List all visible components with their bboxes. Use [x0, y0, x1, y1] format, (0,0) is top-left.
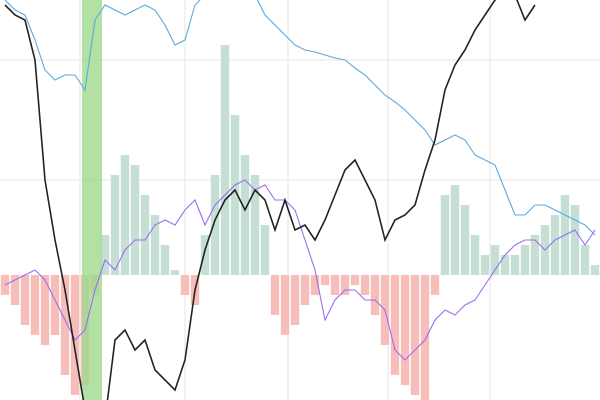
bar	[370, 275, 380, 315]
bar	[120, 155, 130, 275]
bar	[170, 270, 180, 275]
bar	[320, 275, 330, 285]
bar	[130, 165, 140, 275]
bar	[310, 275, 320, 295]
bar	[10, 275, 20, 305]
bar	[530, 235, 540, 275]
bar	[360, 275, 370, 295]
bar	[590, 265, 600, 275]
bar	[150, 215, 160, 275]
bar	[40, 275, 50, 345]
bar	[60, 275, 70, 375]
bar	[490, 245, 500, 275]
bar	[340, 275, 350, 295]
bar	[250, 175, 260, 275]
bar	[500, 255, 510, 275]
line-series	[4, 0, 536, 400]
bar	[50, 275, 60, 335]
bar	[20, 275, 30, 325]
bar	[350, 275, 360, 285]
bar	[470, 235, 480, 275]
bar	[140, 195, 150, 275]
bar	[180, 275, 190, 295]
bar	[390, 275, 400, 375]
bar	[30, 275, 40, 335]
bar	[330, 275, 340, 295]
bar	[300, 275, 310, 305]
bar	[230, 115, 240, 275]
bar	[200, 235, 210, 275]
bar	[480, 255, 490, 275]
bar	[260, 225, 270, 275]
bar	[110, 175, 120, 275]
bar	[420, 275, 430, 400]
bar	[570, 205, 580, 275]
line-series	[4, 179, 596, 361]
lines	[4, 0, 596, 400]
bar	[440, 195, 450, 275]
bar	[550, 215, 560, 275]
bar	[220, 45, 230, 275]
bar	[280, 275, 290, 335]
line-series	[4, 0, 596, 236]
bar	[270, 275, 280, 315]
bar	[510, 255, 520, 275]
bar	[430, 275, 440, 295]
bar	[100, 235, 110, 275]
bar	[460, 205, 470, 275]
bar	[240, 155, 250, 275]
bar	[0, 275, 10, 295]
bar	[290, 275, 300, 325]
bar	[580, 245, 590, 275]
bar	[410, 275, 420, 395]
bar	[520, 245, 530, 275]
bar	[70, 275, 80, 395]
bar	[160, 245, 170, 275]
highlight-band	[82, 0, 102, 400]
bar	[210, 175, 220, 275]
bar	[400, 275, 410, 385]
bar	[450, 185, 460, 275]
